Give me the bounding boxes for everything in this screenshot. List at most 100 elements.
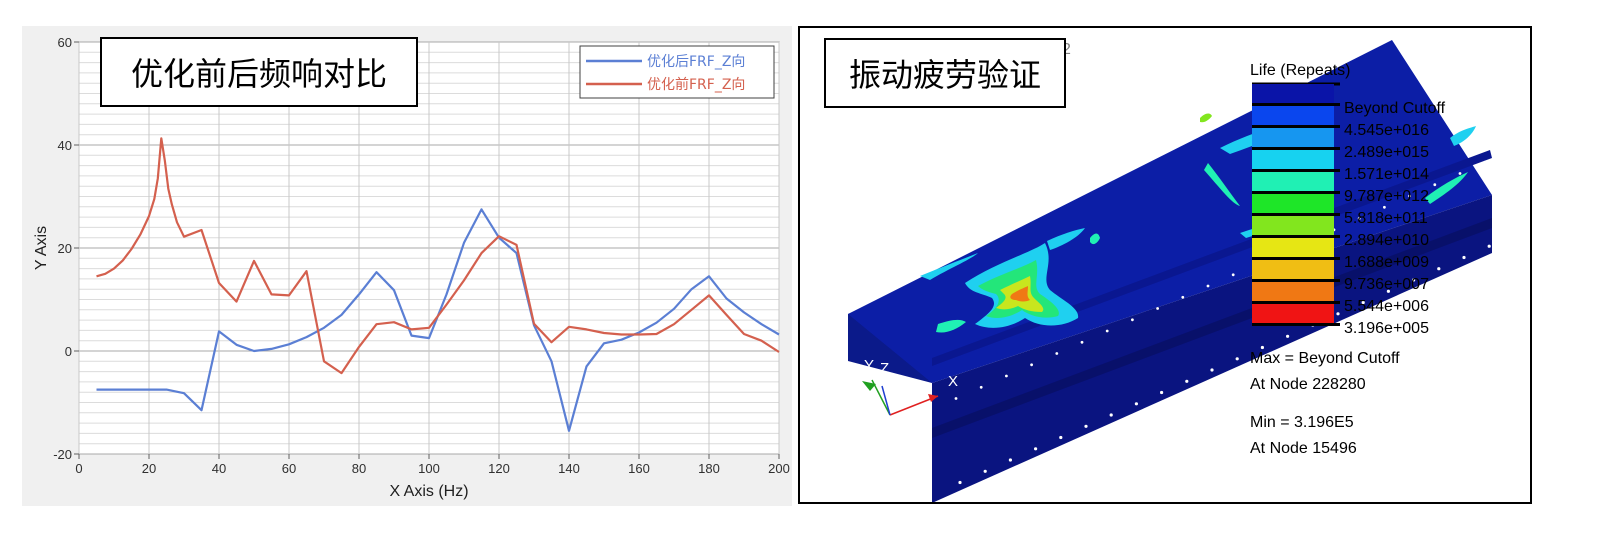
chart-legend: 优化后FRF_Z向 优化前FRF_Z向 bbox=[579, 45, 775, 99]
edge-node-dot bbox=[1286, 334, 1290, 338]
triad-x-arrowhead bbox=[928, 394, 938, 402]
edge-node-dot bbox=[1055, 352, 1059, 355]
legend-label: 9.736e+007 bbox=[1344, 276, 1429, 293]
fatigue-contour-panel: X Y Z 2 振动疲劳验证 Life (Repeats) Beyond Cut… bbox=[798, 26, 1532, 504]
edge-node-dot bbox=[958, 480, 962, 485]
triad-y-axis bbox=[871, 379, 891, 416]
edge-node-dot bbox=[954, 397, 958, 400]
max-node-text: At Node 228280 bbox=[1250, 376, 1366, 393]
legend-swatch bbox=[1252, 128, 1334, 147]
legend-label: 9.787e+012 bbox=[1344, 188, 1429, 205]
series-layer bbox=[96, 137, 780, 432]
edge-node-dot bbox=[979, 385, 983, 389]
edge-node-dot bbox=[1386, 289, 1390, 293]
edge-node-dot bbox=[1408, 194, 1411, 198]
edge-node-dot bbox=[1433, 183, 1437, 187]
min-value-text: Min = 3.196E5 bbox=[1250, 414, 1354, 431]
legend-swatch bbox=[1252, 238, 1334, 257]
legend-label: 2.489e+015 bbox=[1344, 144, 1429, 161]
x-tick-labels: 0 20 40 60 80 100 120 140 160 180 200 bbox=[75, 454, 790, 476]
x-tick-label: 140 bbox=[558, 461, 580, 476]
edge-node-dot bbox=[1109, 413, 1113, 417]
legend-swatch bbox=[1252, 194, 1334, 213]
legend-label: 1.688e+009 bbox=[1344, 254, 1429, 271]
triad-x-label: X bbox=[948, 373, 958, 390]
y-axis-label: Y Axis bbox=[33, 226, 50, 270]
edge-node-dot bbox=[1260, 345, 1264, 350]
chart-title: 优化前后频响对比 bbox=[100, 37, 418, 107]
legend-label: 5.544e+006 bbox=[1344, 298, 1429, 315]
legend-label: 1.571e+014 bbox=[1344, 166, 1429, 183]
max-value-text: Max = Beyond Cutoff bbox=[1250, 350, 1400, 367]
legend-label: 5.818e+011 bbox=[1344, 210, 1428, 227]
triad-z-label: Z bbox=[880, 360, 889, 377]
x-tick-label: 60 bbox=[282, 461, 296, 476]
legend-swatch bbox=[1252, 106, 1334, 125]
legend-entry-after: 优化后FRF_Z向 bbox=[647, 54, 745, 70]
x-tick-label: 100 bbox=[418, 461, 440, 476]
x-axis-label: X Axis (Hz) bbox=[389, 483, 468, 500]
fatigue-contour-view: X Y Z 2 bbox=[848, 40, 1492, 502]
partial-label: 2 bbox=[1062, 41, 1071, 58]
edge-node-dot bbox=[1206, 284, 1210, 288]
legend-swatch bbox=[1252, 216, 1334, 235]
legend-swatch bbox=[1252, 150, 1334, 169]
edge-node-dot bbox=[1034, 447, 1038, 451]
legend-swatch bbox=[1252, 304, 1334, 323]
legend-swatch bbox=[1252, 282, 1334, 301]
y-tick-labels: -20 0 20 40 60 bbox=[53, 35, 79, 462]
edge-node-dot bbox=[1134, 402, 1138, 406]
min-node-text: At Node 15496 bbox=[1250, 440, 1357, 457]
y-tick-label: 0 bbox=[65, 344, 72, 359]
fatigue-title: 振动疲劳验证 bbox=[824, 38, 1066, 108]
edge-node-dot bbox=[1357, 217, 1361, 220]
series-line-before bbox=[96, 137, 780, 375]
edge-node-dot bbox=[1210, 368, 1214, 372]
legend-label: 4.545e+016 bbox=[1344, 122, 1429, 139]
edge-node-dot bbox=[1361, 300, 1365, 305]
edge-node-dot bbox=[1412, 278, 1416, 282]
x-tick-label: 120 bbox=[488, 461, 510, 476]
edge-node-dot bbox=[1437, 267, 1441, 271]
edge-node-dot bbox=[1080, 340, 1084, 344]
edge-node-dot bbox=[1336, 312, 1340, 316]
edge-node-dot bbox=[1005, 374, 1008, 378]
frf-chart-panel: 0 20 40 60 80 100 120 140 160 180 200 -20 0 20 40 60 X… bbox=[22, 26, 792, 506]
edge-node-dot bbox=[1084, 424, 1088, 428]
legend-swatch bbox=[1252, 84, 1334, 103]
edge-node-dot bbox=[1030, 363, 1033, 367]
model-edge-nodes bbox=[954, 160, 1491, 485]
edge-node-dot bbox=[1231, 273, 1235, 277]
edge-node-dot bbox=[1483, 160, 1487, 164]
legend-swatch bbox=[1252, 260, 1334, 279]
edge-node-dot bbox=[1059, 435, 1063, 440]
x-tick-label: 80 bbox=[352, 461, 366, 476]
y-tick-label: 20 bbox=[58, 241, 72, 256]
edge-node-dot bbox=[1181, 295, 1185, 299]
legend-swatch bbox=[1252, 172, 1334, 191]
edge-node-dot bbox=[1185, 379, 1189, 383]
edge-node-dot bbox=[1383, 205, 1386, 209]
legend-label: 2.894e+010 bbox=[1344, 232, 1429, 249]
model-rib bbox=[932, 218, 1492, 438]
edge-node-dot bbox=[983, 469, 987, 473]
x-tick-label: 180 bbox=[698, 461, 720, 476]
legend-entry-before: 优化前FRF_Z向 bbox=[647, 76, 745, 93]
edge-node-dot bbox=[1235, 357, 1239, 361]
x-tick-label: 160 bbox=[628, 461, 650, 476]
x-tick-label: 40 bbox=[212, 461, 226, 476]
edge-node-dot bbox=[1105, 329, 1109, 333]
y-tick-label: 40 bbox=[58, 138, 72, 153]
y-tick-label: -20 bbox=[53, 447, 72, 462]
edge-node-dot bbox=[1458, 172, 1462, 175]
triad-y-label: Y bbox=[864, 357, 874, 374]
x-tick-label: 20 bbox=[142, 461, 156, 476]
edge-node-dot bbox=[1131, 318, 1134, 322]
edge-node-dot bbox=[1156, 307, 1159, 310]
x-tick-label: 200 bbox=[768, 461, 790, 476]
triad-y-arrowhead bbox=[862, 381, 876, 391]
legend-label: 3.196e+005 bbox=[1344, 320, 1429, 337]
coordinate-triad: X Y Z bbox=[862, 357, 958, 416]
edge-node-dot bbox=[1008, 458, 1012, 462]
